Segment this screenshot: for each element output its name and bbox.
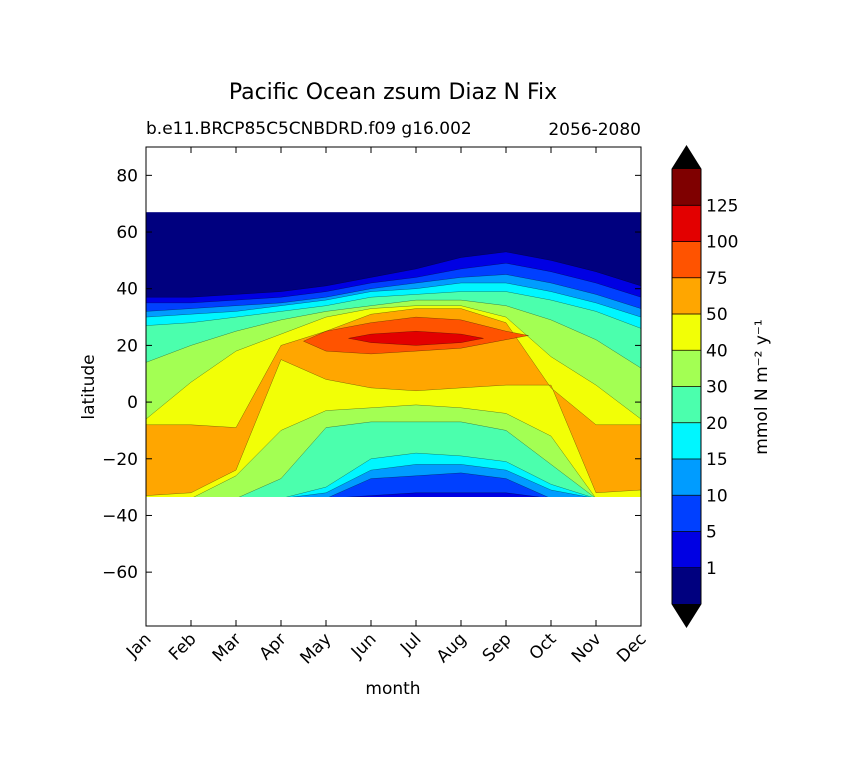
y-tick-label: 40 <box>116 280 138 300</box>
y-tick-label: −60 <box>102 563 138 583</box>
x-tick-label: Feb <box>165 629 200 664</box>
colorbar-tick-label: 50 <box>706 305 728 325</box>
x-tick-label: Jan <box>122 629 155 662</box>
x-tick-label: Mar <box>209 629 246 666</box>
colorbar-tick-label: 75 <box>706 269 728 289</box>
colorbar-outline <box>671 145 702 628</box>
colorbar-tick-label: 20 <box>706 414 728 434</box>
colorbar-segment <box>672 205 701 242</box>
y-tick-label: 20 <box>116 336 138 356</box>
y-tick-label: −20 <box>102 450 138 470</box>
colorbar-extend-max <box>672 146 701 169</box>
colorbar-segment <box>672 314 701 351</box>
colorbar-tick-label: 5 <box>706 523 717 543</box>
y-tick-label: −40 <box>102 506 138 526</box>
colorbar-tick-label: 30 <box>706 378 728 398</box>
colorbar-segment <box>672 169 701 206</box>
x-axis-label: month <box>365 679 420 699</box>
chart-subtitle-right: 2056-2080 <box>548 120 641 140</box>
y-tick-label: 0 <box>127 393 138 413</box>
x-tick-label: May <box>297 629 336 668</box>
colorbar-segment <box>672 422 701 460</box>
y-tick-label: 60 <box>116 223 138 243</box>
colorbar-segment <box>672 277 701 315</box>
colorbar-segment <box>672 241 701 279</box>
colorbar-segment <box>672 495 701 532</box>
x-tick-label: Sep <box>479 629 516 666</box>
colorbar-extend-min <box>672 604 701 627</box>
y-tick-label: 80 <box>116 166 138 186</box>
x-tick-label: Dec <box>613 629 650 666</box>
chart-subtitle-left: b.e11.BRCP85C5CNBDRD.f09 g16.002 <box>146 119 472 139</box>
colorbar-tick-label: 1 <box>706 559 717 579</box>
x-tick-label: Nov <box>568 629 606 667</box>
x-tick-label: Oct <box>526 629 561 664</box>
colorbar-segment <box>672 350 701 387</box>
colorbar-label: mmol N m⁻² y⁻¹ <box>752 319 772 454</box>
colorbar-tick-label: 15 <box>706 450 728 470</box>
colorbar-tick-label: 125 <box>706 196 738 216</box>
contour-fill-group <box>146 212 641 497</box>
chart-title: Pacific Ocean zsum Diaz N Fix <box>229 80 557 105</box>
x-tick-label: Jul <box>396 629 425 658</box>
colorbar-segment <box>672 531 701 569</box>
colorbar-tick-label: 40 <box>706 341 728 361</box>
y-axis-label: latitude <box>79 354 99 419</box>
x-tick-label: Jun <box>347 629 381 663</box>
colorbar-segment <box>672 459 701 496</box>
colorbar-tick-label: 100 <box>706 233 738 253</box>
x-tick-label: Apr <box>256 629 291 664</box>
colorbar-tick-label: 10 <box>706 486 728 506</box>
plot-frame <box>145 146 642 627</box>
y-axis: 80 60 40 20 0 −20 −40 −60 <box>102 166 641 583</box>
contour-region-100 <box>348 330 484 346</box>
x-tick-label: Aug <box>433 629 471 667</box>
colorbar-segment <box>672 567 701 605</box>
colorbar-segment <box>672 386 701 424</box>
